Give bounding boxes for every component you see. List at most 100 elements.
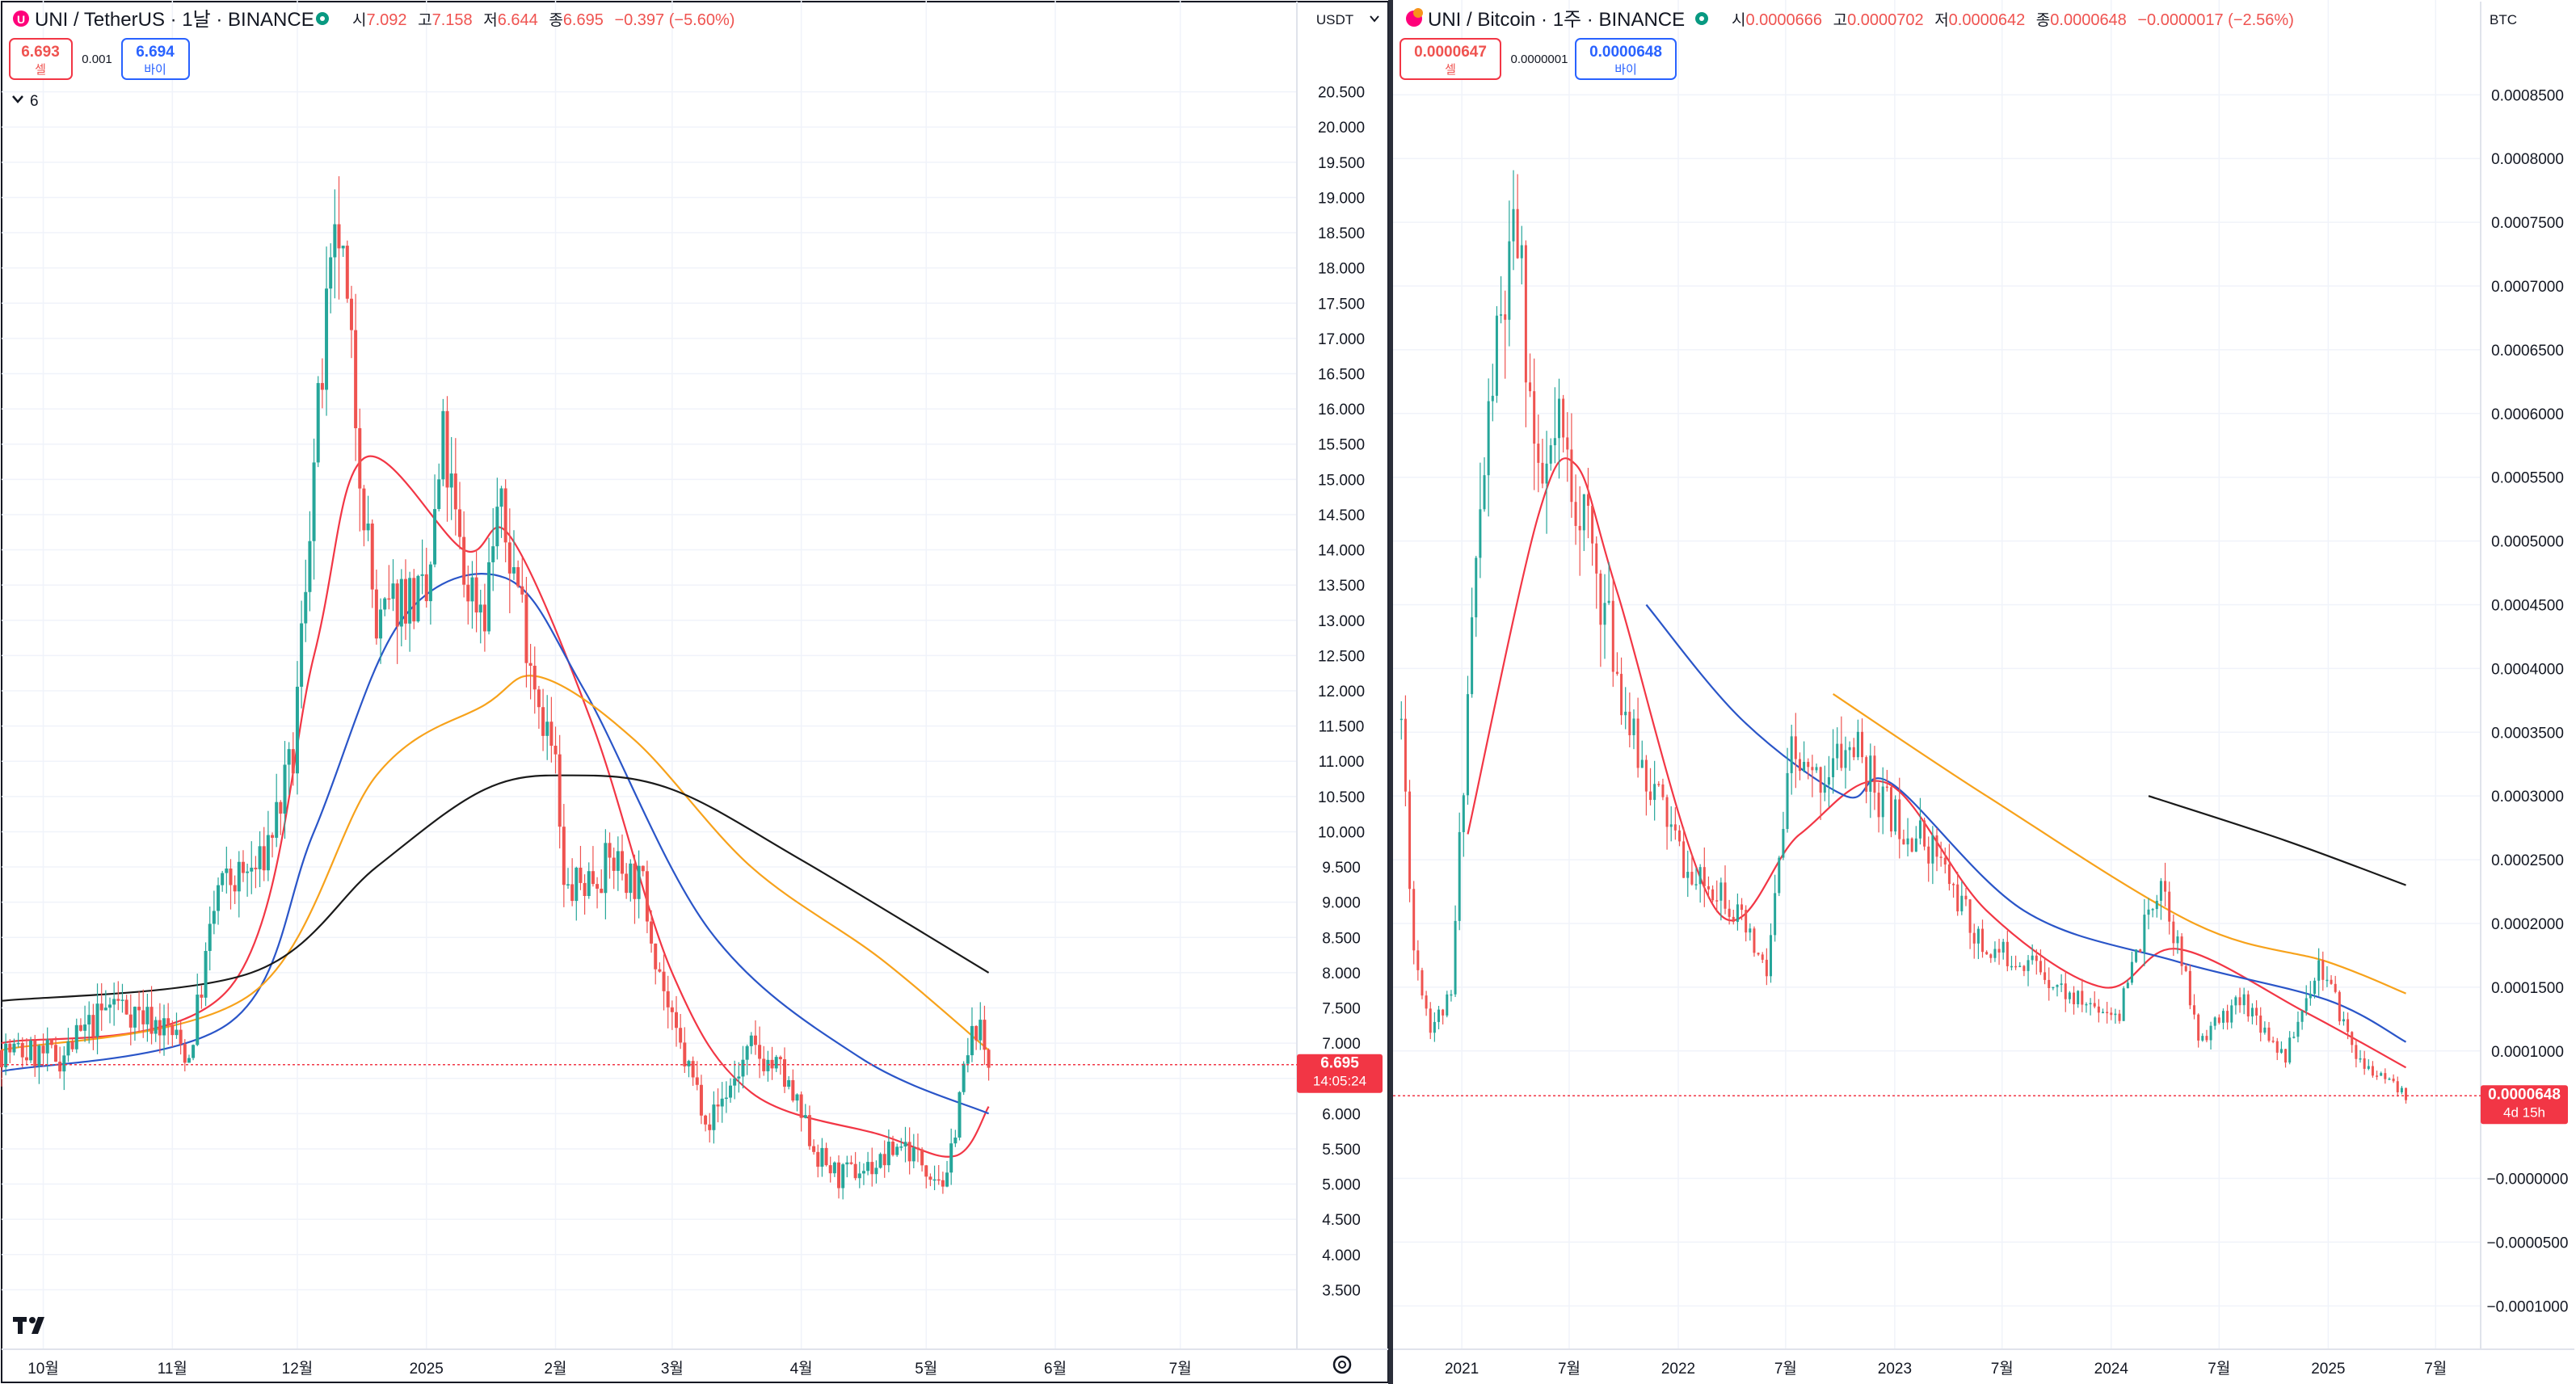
left-time-axis[interactable]: 10월 11월 12월 2025 2월 3월 4월 5월 6월 7월 [27, 1360, 1191, 1378]
price-tick-label: 5.500 [1322, 1142, 1361, 1159]
candle-body [2234, 997, 2237, 1006]
candle-body [932, 1179, 937, 1181]
candle-body [250, 868, 254, 872]
candle-body [103, 1008, 107, 1011]
candle-body [387, 598, 391, 600]
candle-body [2279, 1049, 2283, 1053]
right-symbol-title[interactable]: UNI / Bitcoin · 1주 · BINANCE [1428, 9, 1685, 31]
candle-body [1844, 750, 1847, 768]
candle-body [2022, 965, 2026, 971]
candle-body [2309, 994, 2312, 999]
candle-body [391, 583, 395, 599]
candle-body [2292, 1037, 2296, 1038]
right-last-price-tag: 0.0000648 4d 15h [2481, 1085, 2568, 1125]
candle-body [907, 1142, 911, 1162]
candle-body [1976, 928, 1980, 944]
candle-body [2122, 988, 2125, 1021]
candle-body [741, 1059, 745, 1077]
candle-body [1715, 900, 1719, 902]
candle-body [1541, 462, 1544, 484]
candle-body [45, 1039, 49, 1054]
candle-body [304, 591, 308, 624]
right-currency-label[interactable]: BTC [2490, 12, 2517, 27]
left-close-value: 6.695 [563, 11, 604, 29]
moving-average-line [1, 573, 990, 1115]
candle-body [591, 871, 595, 885]
right-chart-pane[interactable]: 0.0008500 0.0008000 0.0007500 0.0007000 0.00… [1393, 0, 2574, 1382]
candle-body [453, 473, 457, 510]
candle-body [254, 868, 258, 869]
candle-body [691, 1061, 695, 1078]
candle-body [528, 663, 532, 666]
left-chart-pane[interactable]: 20.500 20.000 19.500 19.000 18.500 18.000 17.5… [0, 0, 1389, 1383]
candle-body [2326, 979, 2329, 982]
right-buy-button[interactable]: 0.0000648 바이 [1575, 38, 1677, 80]
candle-body [1865, 757, 1868, 792]
candle-body [583, 882, 587, 897]
candle-body [2126, 982, 2129, 989]
left-sell-button[interactable]: 6.693 셀 [9, 38, 73, 80]
left-buy-price: 6.694 [136, 44, 175, 61]
price-tick-label: 20.000 [1318, 120, 1365, 137]
right-buy-price: 0.0000648 [1589, 44, 1662, 61]
candle-body [329, 257, 333, 289]
right-countdown: 4d 15h [2503, 1104, 2545, 1120]
right-sell-button[interactable]: 0.0000647 셀 [1400, 38, 1501, 80]
left-symbol-title[interactable]: UNI / TetherUS · 1날 · BINANCE [35, 9, 314, 31]
candle-body [507, 542, 511, 574]
left-price-axis[interactable]: 20.500 20.000 19.500 19.000 18.500 18.000 17.5… [1318, 85, 1365, 1300]
price-tick-label: 8.500 [1322, 930, 1361, 947]
pane-divider[interactable] [1388, 0, 1393, 1384]
candle-body [1956, 884, 1959, 911]
candle-body [683, 1042, 687, 1066]
candle-body [1504, 314, 1507, 320]
candle-body [237, 861, 241, 892]
right-time-axis[interactable]: 2021 7월 2022 7월 2023 7월 2024 7월 2025 7월 [1445, 1360, 2447, 1378]
candle-body [200, 995, 204, 998]
candle-body [1582, 494, 1585, 531]
time-tick-label: 2023 [1878, 1361, 1912, 1378]
candle-body [2052, 986, 2055, 989]
candle-body [2114, 1013, 2117, 1016]
right-price-axis[interactable]: 0.0008500 0.0008000 0.0007500 0.0007000 0.00… [2487, 87, 2569, 1315]
candle-body [2068, 992, 2071, 999]
candle-body [503, 488, 507, 543]
price-tick-label: 15.500 [1318, 437, 1365, 454]
candle-body [1429, 1008, 1432, 1033]
tradingview-logo[interactable] [13, 1317, 44, 1334]
settings-gear-icon[interactable] [1332, 1355, 1352, 1374]
candle-body [424, 574, 428, 602]
candle-body [2296, 1021, 2300, 1037]
left-buy-button[interactable]: 6.694 바이 [121, 38, 190, 80]
candle-body [112, 999, 116, 1005]
right-close-label: 종 [2036, 12, 2050, 29]
candle-body [2201, 1036, 2204, 1041]
candle-body [1877, 793, 1880, 818]
candle-body [1412, 889, 1416, 951]
candle-body [2392, 1079, 2395, 1082]
indicators-collapse-toggle[interactable]: 6 [12, 93, 39, 110]
candle-body [271, 835, 275, 838]
candle-body [895, 1146, 899, 1155]
candle-body [920, 1149, 924, 1166]
right-buy-label: 바이 [1614, 63, 1637, 77]
time-tick-label: 7월 [1991, 1360, 2014, 1378]
candle-body [403, 578, 407, 624]
currency-dropdown-icon[interactable] [1370, 15, 1379, 23]
candle-body [212, 911, 216, 924]
candle-body [541, 707, 545, 736]
candle-body [737, 1076, 741, 1079]
candle-body [2147, 909, 2150, 915]
price-tick-label: 13.500 [1318, 578, 1365, 595]
price-tick-label: 12.500 [1318, 648, 1365, 665]
candle-body [1815, 767, 1818, 771]
candle-body [1458, 831, 1461, 921]
candle-body [1475, 557, 1478, 618]
left-currency-label[interactable]: USDT [1316, 12, 1353, 27]
candle-body [2176, 936, 2179, 944]
candle-body [558, 754, 562, 827]
left-sell-label: 셀 [35, 63, 46, 77]
candle-body [379, 609, 383, 639]
candle-body [128, 1014, 133, 1028]
price-tick-label: 15.000 [1318, 472, 1365, 489]
